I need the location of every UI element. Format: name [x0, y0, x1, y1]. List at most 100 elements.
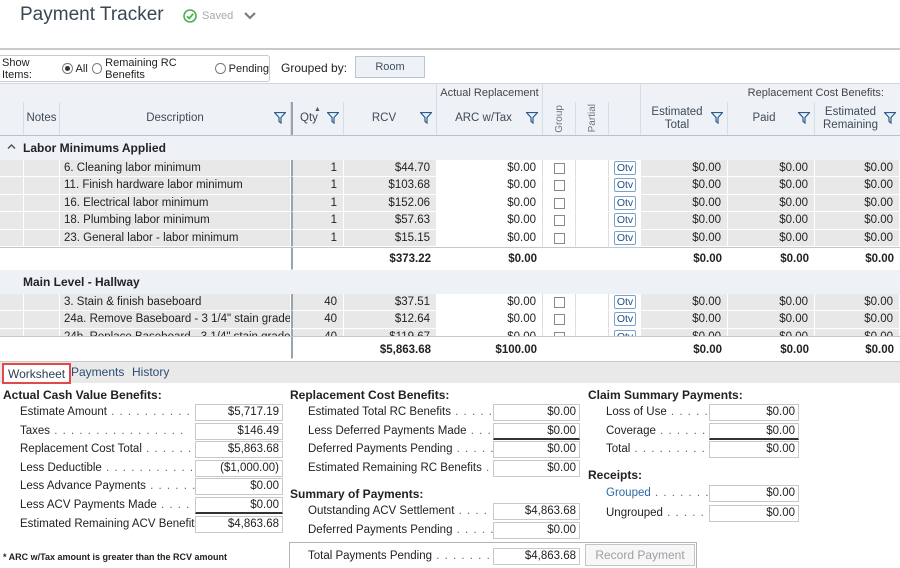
- arc-cell[interactable]: $0.00: [437, 177, 543, 195]
- filter-icon[interactable]: [420, 112, 432, 124]
- filter-icon[interactable]: [526, 112, 538, 124]
- filter-icon[interactable]: [884, 112, 896, 124]
- row-select-cell[interactable]: [0, 294, 24, 312]
- radio-pending[interactable]: [215, 63, 226, 74]
- table-row[interactable]: 16. Electrical labor minimum 1 $152.06 $0.0…: [0, 194, 900, 213]
- column-header-qty[interactable]: ▲ Qty: [291, 102, 344, 135]
- notes-cell[interactable]: [24, 177, 60, 195]
- arc-cell[interactable]: $0.00: [437, 194, 543, 213]
- partial-cell[interactable]: [576, 212, 609, 230]
- group-checkbox[interactable]: [554, 197, 565, 209]
- est-remaining-cell: $0.00: [815, 177, 900, 195]
- row-select-cell[interactable]: [0, 212, 24, 230]
- total-rcv: $5,863.68: [344, 337, 437, 363]
- partial-cell[interactable]: [576, 328, 609, 336]
- column-header-arc[interactable]: ARC w/Tax: [437, 102, 543, 135]
- toolbar: Show Items: All Remaining RC Benefits Pe…: [0, 55, 900, 82]
- otv-button[interactable]: Otv: [614, 230, 636, 245]
- partial-cell[interactable]: [576, 311, 609, 329]
- partial-cell[interactable]: [576, 194, 609, 213]
- otv-button[interactable]: Otv: [614, 312, 636, 327]
- otv-button[interactable]: Otv: [614, 213, 636, 228]
- row-select-cell[interactable]: [0, 311, 24, 329]
- arc-cell[interactable]: $0.00: [437, 229, 543, 247]
- partial-cell[interactable]: [576, 160, 609, 178]
- arc-cell[interactable]: $0.00: [437, 212, 543, 230]
- summary-value: $0.00: [493, 422, 580, 440]
- group-checkbox[interactable]: [554, 331, 565, 336]
- column-header-partial[interactable]: Partial: [576, 102, 609, 135]
- summary-value: $0.00: [493, 404, 580, 421]
- filter-icon[interactable]: [327, 112, 339, 124]
- grouped-receipts-link[interactable]: Grouped: [606, 487, 651, 499]
- tab-worksheet[interactable]: Worksheet: [2, 363, 72, 384]
- group-checkbox[interactable]: [554, 232, 565, 244]
- radio-all[interactable]: [62, 63, 73, 74]
- notes-cell[interactable]: [24, 160, 60, 178]
- filter-icon[interactable]: [711, 112, 723, 124]
- row-select-cell[interactable]: [0, 229, 24, 247]
- dot-leader: . . . . . . . . . . . . . . . .: [634, 443, 709, 456]
- table-row[interactable]: 24b. Replace Baseboard - 3 1/4" stain gr…: [0, 328, 900, 336]
- notes-cell[interactable]: [24, 212, 60, 230]
- notes-cell[interactable]: [24, 311, 60, 329]
- arc-cell[interactable]: $0.00: [437, 328, 543, 336]
- group-checkbox[interactable]: [554, 297, 565, 308]
- tab-payments[interactable]: Payments: [71, 365, 125, 379]
- row-select-cell[interactable]: [0, 160, 24, 178]
- notes-cell[interactable]: [24, 294, 60, 312]
- grouped-by-room-button[interactable]: Room: [355, 56, 425, 78]
- dot-leader: . . . . . . . . . . . . . . . .: [670, 406, 709, 418]
- radio-all-label[interactable]: All: [75, 62, 88, 75]
- otv-button[interactable]: Otv: [614, 161, 636, 175]
- group-checkbox[interactable]: [554, 163, 565, 174]
- grouped-by-label: Grouped by:: [281, 61, 348, 75]
- column-header-est-total[interactable]: Estimated Total: [641, 102, 728, 135]
- otv-button[interactable]: Otv: [614, 178, 636, 193]
- record-payment-button[interactable]: Record Payment: [585, 544, 695, 566]
- column-header-group[interactable]: Group: [543, 102, 576, 135]
- arc-cell[interactable]: $0.00: [437, 160, 543, 178]
- partial-cell[interactable]: [576, 177, 609, 195]
- table-row[interactable]: 18. Plumbing labor minimum 1 $57.63 $0.00 Ot…: [0, 212, 900, 230]
- notes-cell[interactable]: [24, 194, 60, 213]
- column-header-est-remaining[interactable]: Estimated Remaining: [815, 102, 900, 135]
- filter-icon[interactable]: [274, 112, 286, 124]
- partial-cell[interactable]: [576, 229, 609, 247]
- notes-cell[interactable]: [24, 328, 60, 336]
- filter-icon[interactable]: [798, 112, 810, 124]
- table-row[interactable]: 3. Stain & finish baseboard 40 $37.51 $0.00…: [0, 294, 900, 312]
- group-checkbox[interactable]: [554, 314, 565, 326]
- page-title: Payment Tracker: [20, 4, 164, 25]
- group-header-labor-minimums[interactable]: Labor Minimums Applied: [0, 136, 900, 160]
- table-row[interactable]: 6. Cleaning labor minimum 1 $44.70 $0.00 Otv…: [0, 160, 900, 178]
- chevron-up-icon[interactable]: [7, 142, 16, 151]
- otv-button[interactable]: Otv: [614, 295, 636, 309]
- table-row[interactable]: 11. Finish hardware labor minimum 1 $103.6…: [0, 177, 900, 195]
- group-checkbox[interactable]: [554, 215, 565, 227]
- arc-cell[interactable]: $0.00: [437, 311, 543, 329]
- radio-remaining-rc-label[interactable]: Remaining RC Benefits: [105, 56, 177, 81]
- group-checkbox[interactable]: [554, 180, 565, 192]
- table-row[interactable]: 24a. Remove Baseboard - 3 1/4" stain gra…: [0, 311, 900, 329]
- radio-pending-label[interactable]: Pending: [228, 62, 270, 75]
- row-select-cell[interactable]: [0, 177, 24, 195]
- chevron-down-icon[interactable]: [244, 11, 256, 21]
- summary-label-text: Deferred Payments Pending: [308, 443, 453, 456]
- column-header-rcv[interactable]: RCV: [344, 102, 437, 135]
- row-select-cell[interactable]: [0, 194, 24, 213]
- radio-remaining-rc[interactable]: [91, 63, 103, 74]
- column-header-paid[interactable]: Paid: [728, 102, 815, 135]
- tab-history[interactable]: History: [132, 365, 170, 379]
- otv-button[interactable]: Otv: [614, 195, 636, 210]
- table-row[interactable]: 23. General labor - labor minimum 1 $15.15…: [0, 229, 900, 247]
- column-header-description[interactable]: Description: [60, 102, 291, 135]
- otv-button[interactable]: Otv: [614, 329, 636, 336]
- partial-cell[interactable]: [576, 294, 609, 312]
- row-select-cell[interactable]: [0, 328, 24, 336]
- total-payments-pending-box: [289, 542, 697, 568]
- group-header-main-level-hallway[interactable]: Main Level - Hallway: [0, 270, 900, 294]
- arc-cell[interactable]: $0.00: [437, 294, 543, 312]
- notes-cell[interactable]: [24, 229, 60, 247]
- column-header-notes[interactable]: Notes: [24, 102, 60, 135]
